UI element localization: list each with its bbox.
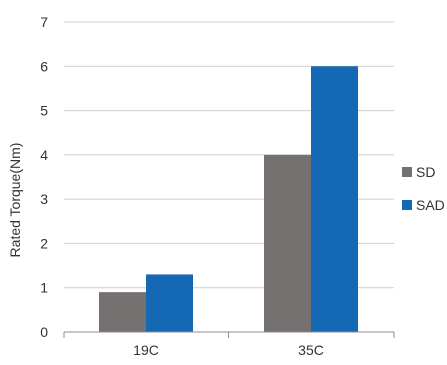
y-tick-label: 5 <box>40 103 48 119</box>
legend-swatch-sad <box>402 200 412 210</box>
y-tick-label: 6 <box>40 58 48 74</box>
legend: SD SAD <box>402 164 445 213</box>
x-tick-label-19c: 19C <box>133 342 159 358</box>
y-axis-title: Rated Torque(Nm) <box>7 143 23 258</box>
legend-label-sad: SAD <box>416 197 445 213</box>
legend-label-sd: SD <box>416 164 435 180</box>
y-tick-label: 3 <box>40 191 48 207</box>
y-tick-labels: 0 1 2 3 4 5 6 7 <box>40 14 48 340</box>
bar-sad-19c <box>146 274 193 332</box>
bar-sad-35c <box>311 66 358 332</box>
legend-swatch-sd <box>402 167 412 177</box>
y-tick-label: 1 <box>40 280 48 296</box>
bar-sd-35c <box>264 155 311 332</box>
y-tick-label: 4 <box>40 147 48 163</box>
axes <box>64 332 394 338</box>
y-tick-label: 2 <box>40 235 48 251</box>
y-tick-label: 0 <box>40 324 48 340</box>
y-tick-label: 7 <box>40 14 48 30</box>
x-tick-label-35c: 35C <box>298 342 324 358</box>
bar-sd-19c <box>99 292 146 332</box>
x-tick-labels: 19C 35C <box>133 342 324 358</box>
